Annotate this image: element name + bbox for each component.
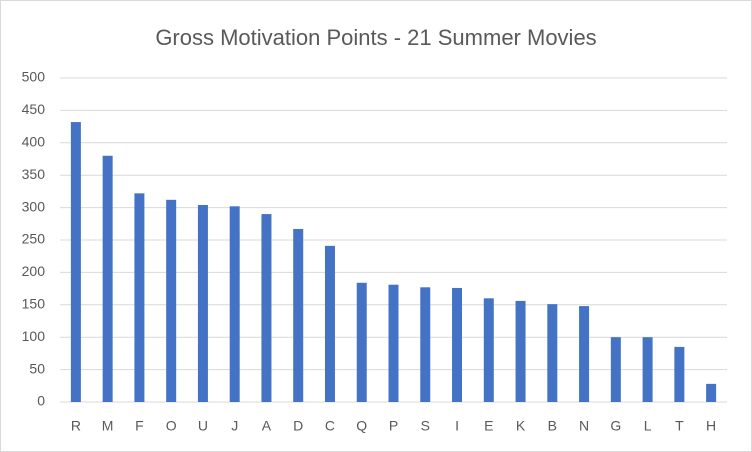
bar [547, 304, 558, 402]
y-tick-label: 150 [22, 296, 46, 312]
bar [674, 346, 685, 402]
bar [483, 298, 494, 402]
x-tick-label: J [231, 418, 238, 434]
y-tick-label: 500 [22, 69, 46, 85]
y-tick-label: 250 [22, 231, 46, 247]
bar [706, 383, 717, 402]
y-tick-label: 100 [22, 328, 46, 344]
bar [452, 287, 463, 402]
bar [229, 206, 240, 402]
x-tick-label: B [548, 418, 557, 434]
bar [293, 228, 304, 402]
y-tick-label: 400 [22, 134, 46, 150]
bar [515, 300, 526, 402]
x-tick-label: M [102, 418, 114, 434]
bar [70, 122, 81, 403]
y-tick-label: 350 [22, 166, 46, 182]
x-tick-label: R [71, 418, 81, 434]
bar [420, 287, 431, 402]
y-tick-label: 450 [22, 101, 46, 117]
x-tick-label: L [644, 418, 652, 434]
bar [261, 214, 272, 402]
x-tick-label: D [293, 418, 303, 434]
bar [197, 205, 208, 402]
bar [324, 245, 335, 402]
x-tick-label: C [325, 418, 335, 434]
bar [356, 282, 367, 402]
bar [102, 155, 113, 402]
bar [388, 284, 399, 402]
x-tick-label: H [706, 418, 716, 434]
y-tick-label: 300 [22, 198, 46, 214]
x-tick-label: S [421, 418, 430, 434]
y-tick-label: 200 [22, 263, 46, 279]
x-tick-label: I [455, 418, 459, 434]
x-tick-label: T [675, 418, 684, 434]
x-tick-label: A [262, 418, 272, 434]
bar [579, 306, 590, 402]
x-tick-label: Q [356, 418, 367, 434]
x-tick-label: E [484, 418, 493, 434]
y-tick-label: 0 [37, 393, 45, 409]
x-tick-label: N [579, 418, 589, 434]
bar [134, 193, 145, 402]
x-tick-label: P [389, 418, 398, 434]
x-tick-label: F [135, 418, 144, 434]
chart-title: Gross Motivation Points - 21 Summer Movi… [155, 25, 596, 50]
bar [642, 337, 653, 402]
x-tick-label: U [198, 418, 208, 434]
y-tick-label: 50 [29, 360, 45, 376]
x-tick-label: G [610, 418, 621, 434]
bar [166, 199, 177, 402]
x-tick-label: K [516, 418, 526, 434]
x-tick-label: O [166, 418, 177, 434]
bar [610, 337, 621, 402]
